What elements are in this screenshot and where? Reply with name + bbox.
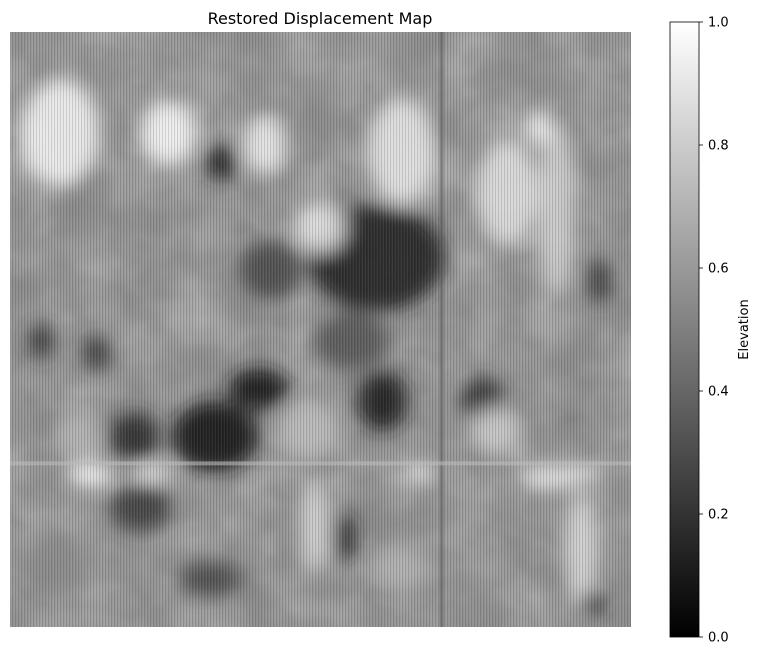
chart-title: Restored Displacement Map [208,9,433,28]
colorbar-tick-label: 0.8 [708,139,729,154]
tile-seam-horizontal [10,461,631,466]
heatmap-scanlines [10,32,631,627]
colorbar-tick-label: 1.0 [708,16,729,31]
colorbar-ticks: 0.0 0.2 0.4 0.6 0.8 1.0 [699,16,729,646]
colorbar-gradient [669,21,700,638]
tile-seams [10,32,631,627]
colorbar: 0.0 0.2 0.4 0.6 0.8 1.0 Elevation [669,16,752,646]
colorbar-tick-label: 0.0 [708,631,729,646]
heatmap-image [10,32,631,627]
colorbar-tick-label: 0.6 [708,262,729,277]
colorbar-label: Elevation [737,299,752,359]
colorbar-tick-label: 0.4 [708,385,729,400]
tile-seam-vertical [439,32,444,627]
colorbar-tick-label: 0.2 [708,508,729,523]
